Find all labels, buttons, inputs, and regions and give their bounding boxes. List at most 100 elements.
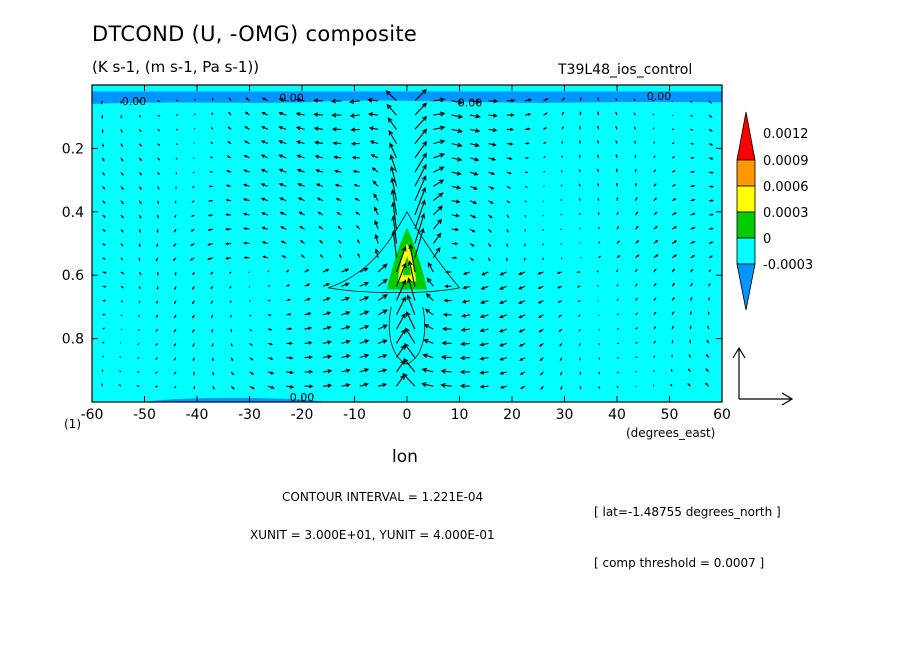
wind-vector bbox=[102, 327, 106, 330]
wind-vector bbox=[671, 311, 675, 316]
wind-vector bbox=[101, 368, 104, 372]
wind-vector bbox=[100, 100, 104, 105]
wind-vector bbox=[635, 312, 639, 316]
wind-vector bbox=[525, 156, 530, 159]
wind-vector bbox=[359, 368, 370, 373]
wind-vector bbox=[615, 153, 618, 159]
wind-vector bbox=[281, 255, 287, 259]
wind-vector bbox=[175, 143, 179, 146]
wind-vector bbox=[414, 152, 427, 173]
wind-vector bbox=[488, 98, 499, 104]
wind-vector bbox=[506, 98, 516, 103]
wind-vector bbox=[597, 182, 600, 187]
contour-interval: CONTOUR INTERVAL = 1.221E-04 bbox=[282, 490, 484, 504]
wind-vector bbox=[260, 168, 269, 173]
wind-vector bbox=[690, 142, 695, 145]
wind-vector bbox=[488, 200, 494, 204]
wind-vector bbox=[488, 185, 495, 190]
wind-vector bbox=[317, 211, 324, 216]
wind-vector bbox=[537, 285, 544, 290]
wind-vector bbox=[598, 240, 601, 244]
wind-vector bbox=[267, 314, 272, 317]
wind-vector bbox=[634, 196, 638, 201]
wind-vector bbox=[249, 328, 253, 332]
wind-vector bbox=[267, 285, 271, 287]
wind-vector bbox=[561, 97, 566, 102]
wind-vector bbox=[635, 254, 640, 259]
wind-vector bbox=[285, 269, 290, 273]
wind-vector bbox=[156, 229, 159, 234]
wind-vector bbox=[138, 171, 142, 176]
x-tick-label: -50 bbox=[133, 407, 156, 423]
wind-vector bbox=[385, 90, 397, 102]
wind-vector bbox=[207, 228, 213, 232]
wind-vector bbox=[524, 229, 527, 233]
wind-vector bbox=[414, 88, 428, 102]
wind-vector bbox=[374, 219, 379, 230]
wind-vector bbox=[359, 339, 370, 344]
wind-vector bbox=[341, 268, 350, 273]
wind-vector bbox=[138, 229, 141, 234]
wind-vector bbox=[260, 154, 269, 159]
wind-vector bbox=[451, 185, 462, 190]
wind-vector bbox=[102, 257, 106, 260]
wind-vector bbox=[596, 270, 599, 273]
wind-vector bbox=[120, 171, 124, 176]
wind-vector bbox=[433, 179, 445, 187]
wind-vector bbox=[561, 111, 565, 116]
wind-vector bbox=[537, 271, 544, 275]
wind-vector bbox=[462, 271, 471, 276]
wind-vector bbox=[175, 157, 178, 160]
mask-left bbox=[0, 25, 92, 402]
wind-vector bbox=[560, 169, 563, 173]
wind-vector bbox=[433, 139, 446, 145]
wind-vector bbox=[207, 257, 213, 261]
wind-vector bbox=[174, 200, 177, 204]
wind-vector bbox=[322, 325, 332, 330]
wind-vector bbox=[518, 271, 526, 276]
wind-vector bbox=[175, 172, 178, 175]
wind-vector bbox=[671, 240, 678, 244]
wind-vector bbox=[299, 240, 305, 244]
x-tick-label: -10 bbox=[343, 407, 366, 423]
wind-vector bbox=[543, 98, 549, 102]
wind-vector bbox=[286, 356, 294, 360]
wind-vector bbox=[671, 142, 675, 145]
wind-vector bbox=[708, 297, 711, 301]
wind-vector bbox=[120, 143, 124, 148]
wind-vector bbox=[356, 239, 361, 244]
wind-vector bbox=[524, 185, 528, 188]
wind-vector bbox=[689, 310, 692, 315]
wind-vector bbox=[488, 157, 497, 161]
wind-vector bbox=[377, 339, 388, 344]
wind-vector bbox=[244, 126, 250, 130]
wind-vector bbox=[539, 371, 544, 376]
wind-vector bbox=[312, 98, 324, 103]
wind-vector bbox=[414, 163, 427, 187]
wind-vector bbox=[425, 293, 434, 301]
wind-vector bbox=[442, 312, 452, 317]
wind-vector bbox=[330, 98, 342, 104]
wind-vector bbox=[299, 225, 305, 230]
wind-vector bbox=[157, 157, 161, 161]
wind-vector bbox=[315, 169, 324, 173]
wind-vector bbox=[249, 371, 255, 375]
wind-vector bbox=[267, 342, 274, 346]
wind-vector bbox=[120, 200, 124, 205]
wind-vector bbox=[374, 248, 380, 258]
wind-vector bbox=[228, 97, 232, 102]
wind-vector bbox=[374, 233, 379, 244]
wind-vector bbox=[229, 300, 232, 304]
wind-vector bbox=[518, 314, 526, 319]
wind-vector bbox=[577, 300, 581, 302]
wind-vector bbox=[451, 171, 462, 176]
wind-vector bbox=[138, 200, 142, 205]
wind-vector bbox=[520, 385, 526, 390]
wind-vector bbox=[499, 342, 507, 347]
wind-vector bbox=[616, 371, 620, 374]
wind-vector bbox=[388, 129, 397, 144]
wind-vector bbox=[157, 200, 160, 205]
wind-vector bbox=[671, 226, 678, 230]
wind-vector bbox=[156, 286, 159, 291]
